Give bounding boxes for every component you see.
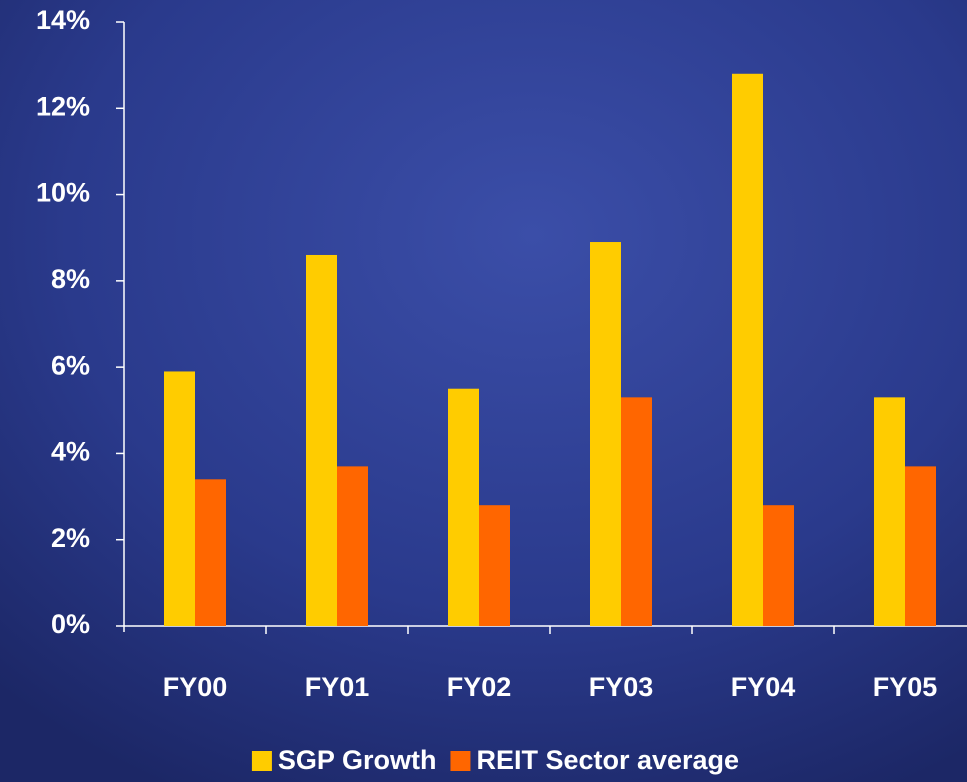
x-tick-label: FY02 [447,672,512,702]
y-tick-label: 8% [51,264,90,294]
bar [337,466,368,626]
legend-swatch [251,751,272,771]
y-tick-label: 0% [51,609,90,639]
bar [164,371,195,626]
legend-label: REIT Sector average [476,745,739,775]
x-tick-label: FY01 [305,672,370,702]
bar [874,397,905,626]
legend-label: SGP Growth [278,745,437,775]
x-tick-label: FY04 [731,672,796,702]
bar [306,254,337,626]
x-tick-label: FY05 [873,672,938,702]
x-tick-label: FY00 [163,672,228,702]
bar [732,73,763,627]
y-tick-label: 6% [51,350,90,380]
x-tick-label: FY03 [589,672,654,702]
bar [448,388,479,626]
legend-swatch [450,751,471,771]
y-tick-label: 10% [36,178,90,208]
y-tick-label: 2% [51,523,90,553]
bar [195,479,226,626]
bar [763,505,794,626]
bar [621,397,652,626]
bar [590,242,621,626]
y-tick-label: 4% [51,437,90,467]
bar [479,505,510,626]
y-tick-label: 12% [36,91,90,121]
bar [905,466,936,626]
y-tick-label: 14% [36,5,90,35]
